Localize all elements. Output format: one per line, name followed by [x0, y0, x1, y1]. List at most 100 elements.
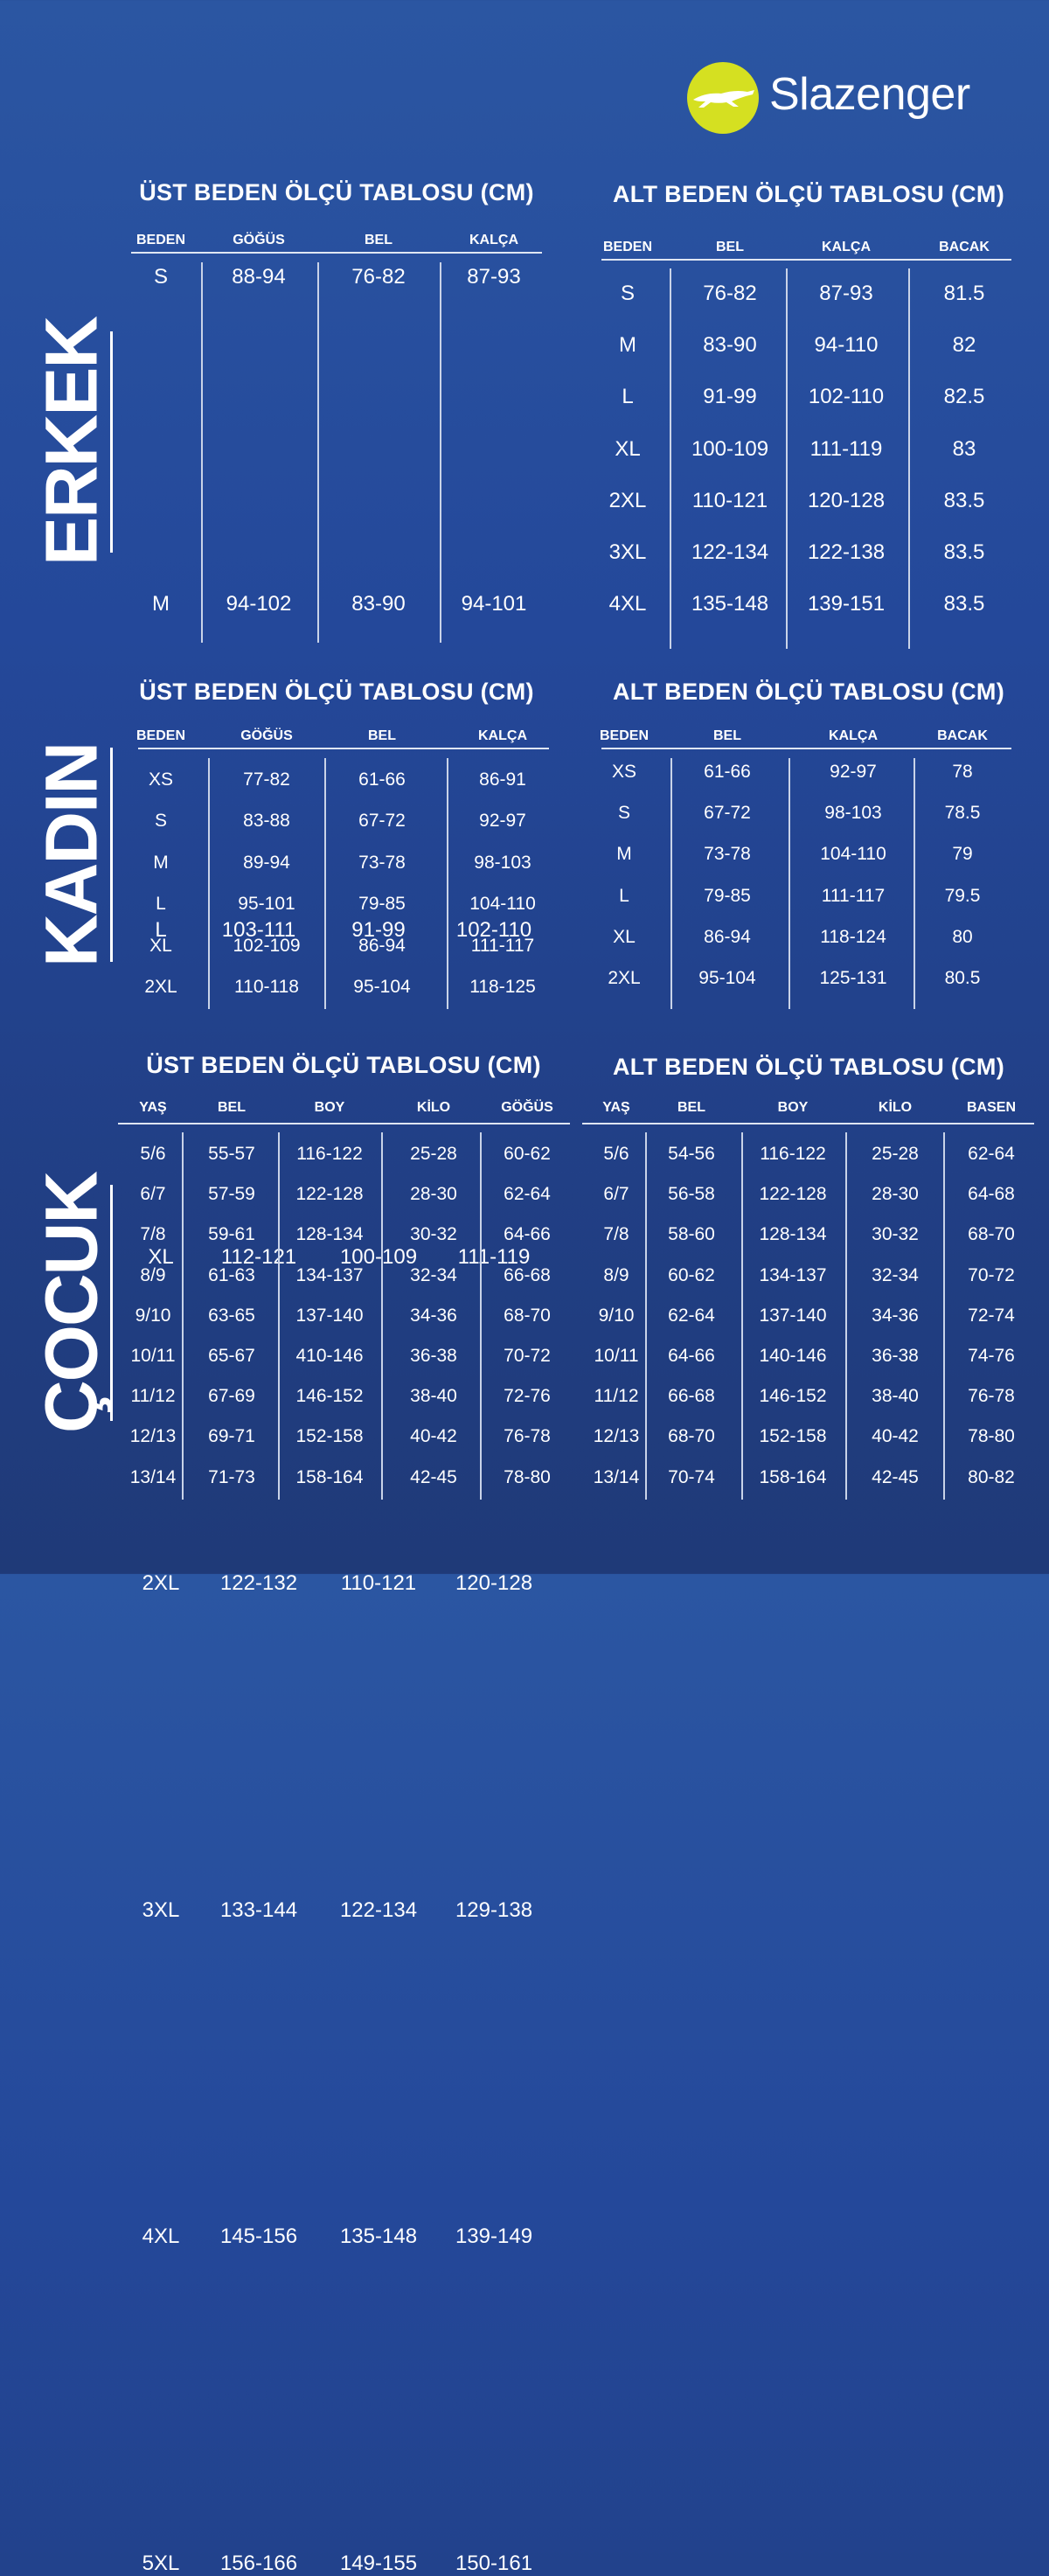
table-cell: 140-146: [759, 1346, 827, 1366]
size-label: 2XL: [608, 968, 641, 988]
section-label-kadin: KADIN: [30, 743, 113, 967]
table-cell: 62-64: [968, 1144, 1015, 1164]
table-cell: 79-85: [704, 885, 751, 906]
table-cell: 110-121: [691, 488, 768, 512]
table-cell: 410-146: [295, 1346, 364, 1366]
column-divider: [440, 262, 441, 643]
size-label: XS: [611, 762, 637, 782]
size-label: 5XL: [142, 2551, 180, 2575]
lower-table-title: ALT BEDEN ÖLÇÜ TABLOSU (CM): [612, 181, 1005, 207]
size-label: 4XL: [608, 592, 647, 616]
table-cell: 87-93: [819, 282, 873, 305]
table-cell: 76-78: [504, 1426, 551, 1447]
table-cell: 116-122: [760, 1144, 826, 1164]
table-cell: 146-152: [759, 1386, 827, 1407]
table-cell: 79: [952, 844, 973, 865]
size-label: 6/7: [140, 1184, 166, 1205]
table-cell: 122-128: [759, 1184, 827, 1205]
size-label: 10/11: [130, 1346, 176, 1366]
lower-table-title: ALT BEDEN ÖLÇÜ TABLOSU (CM): [612, 679, 1005, 705]
size-label: 6/7: [603, 1184, 629, 1205]
size-label: 8/9: [603, 1264, 629, 1285]
column-divider: [670, 758, 672, 1009]
column-divider: [381, 1132, 383, 1500]
table-cell: 120-128: [455, 1571, 533, 1595]
table-cell: 100-109: [339, 1244, 418, 1269]
size-label: M: [616, 844, 632, 865]
table-cell: 152-158: [295, 1426, 364, 1447]
table-cell: 70-74: [668, 1466, 715, 1487]
table-cell: 64-66: [504, 1224, 551, 1245]
table-cell: 71-73: [208, 1466, 255, 1487]
table-cell: 149-155: [339, 2551, 418, 2575]
column-header: KALÇA: [478, 728, 527, 743]
table-cell: 32-34: [872, 1264, 919, 1285]
table-cell: 146-152: [295, 1386, 364, 1407]
column-divider: [645, 1132, 647, 1500]
table-cell: 122-138: [807, 540, 886, 564]
column-header: KALÇA: [829, 728, 878, 743]
table-cell: 135-148: [691, 592, 769, 616]
lower-table-title: ALT BEDEN ÖLÇÜ TABLOSU (CM): [612, 1054, 1005, 1080]
table-cell: 76-82: [703, 282, 757, 305]
column-header: BEDEN: [135, 728, 186, 743]
table-cell: 32-34: [410, 1264, 457, 1285]
table-cell: 137-140: [295, 1305, 364, 1326]
table-cell: 152-158: [759, 1426, 827, 1447]
table-cell: 73-78: [358, 852, 406, 873]
table-cell: 36-38: [410, 1346, 457, 1366]
size-label: XS: [148, 769, 174, 790]
table-cell: 25-28: [410, 1144, 457, 1164]
table-cell: 82: [952, 333, 976, 358]
table-cell: 102-109: [233, 935, 301, 956]
size-label: XL: [613, 926, 636, 947]
column-header: BEL: [218, 1100, 246, 1115]
table-cell: 25-28: [872, 1144, 919, 1164]
table-cell: 134-137: [295, 1264, 364, 1285]
table-cell: 61-66: [358, 769, 406, 790]
table-cell: 92-97: [830, 762, 877, 782]
table-cell: 67-72: [358, 811, 406, 832]
upper-table-title: ÜST BEDEN ÖLÇÜ TABLOSU (CM): [139, 179, 534, 205]
table-cell: 60-62: [668, 1264, 715, 1285]
table-cell: 64-68: [968, 1184, 1015, 1205]
column-header: BOY: [314, 1100, 345, 1115]
table-cell: 122-134: [339, 1897, 418, 1922]
column-divider: [447, 758, 448, 1009]
table-cell: 134-137: [759, 1264, 827, 1285]
table-cell: 83-88: [243, 811, 290, 832]
table-cell: 63-65: [208, 1305, 255, 1326]
size-label: 13/14: [593, 1466, 640, 1487]
column-header: KİLO: [416, 1100, 451, 1115]
column-header: BEL: [368, 728, 396, 743]
table-cell: 72-76: [504, 1386, 551, 1407]
table-cell: 74-76: [968, 1346, 1015, 1366]
table-cell: 34-36: [872, 1305, 919, 1326]
table-cell: 68-70: [668, 1426, 715, 1447]
table-cell: 158-164: [295, 1466, 364, 1487]
size-label: 5/6: [603, 1144, 629, 1164]
table-cell: 38-40: [410, 1386, 457, 1407]
size-label: S: [153, 265, 169, 289]
table-cell: 122-132: [219, 1571, 298, 1595]
size-label: 5/6: [140, 1144, 166, 1164]
table-cell: 42-45: [872, 1466, 919, 1487]
table-cell: 94-110: [814, 333, 879, 358]
table-cell: 145-156: [219, 2224, 298, 2248]
header-divider: [601, 259, 1011, 261]
size-label: 12/13: [593, 1426, 640, 1447]
table-cell: 80: [952, 926, 973, 947]
column-header: GÖĞÜS: [233, 233, 285, 247]
table-cell: 40-42: [410, 1426, 457, 1447]
table-cell: 67-69: [208, 1386, 255, 1407]
column-header: BOY: [777, 1100, 809, 1115]
column-divider: [943, 1132, 945, 1500]
table-cell: 28-30: [872, 1184, 919, 1205]
column-header: BEL: [716, 240, 744, 254]
size-label: L: [622, 385, 634, 409]
header-divider: [131, 252, 542, 254]
table-cell: 122-128: [295, 1184, 364, 1205]
table-cell: 40-42: [872, 1426, 919, 1447]
column-header: BEL: [365, 233, 393, 247]
size-label: 2XL: [142, 1571, 180, 1595]
